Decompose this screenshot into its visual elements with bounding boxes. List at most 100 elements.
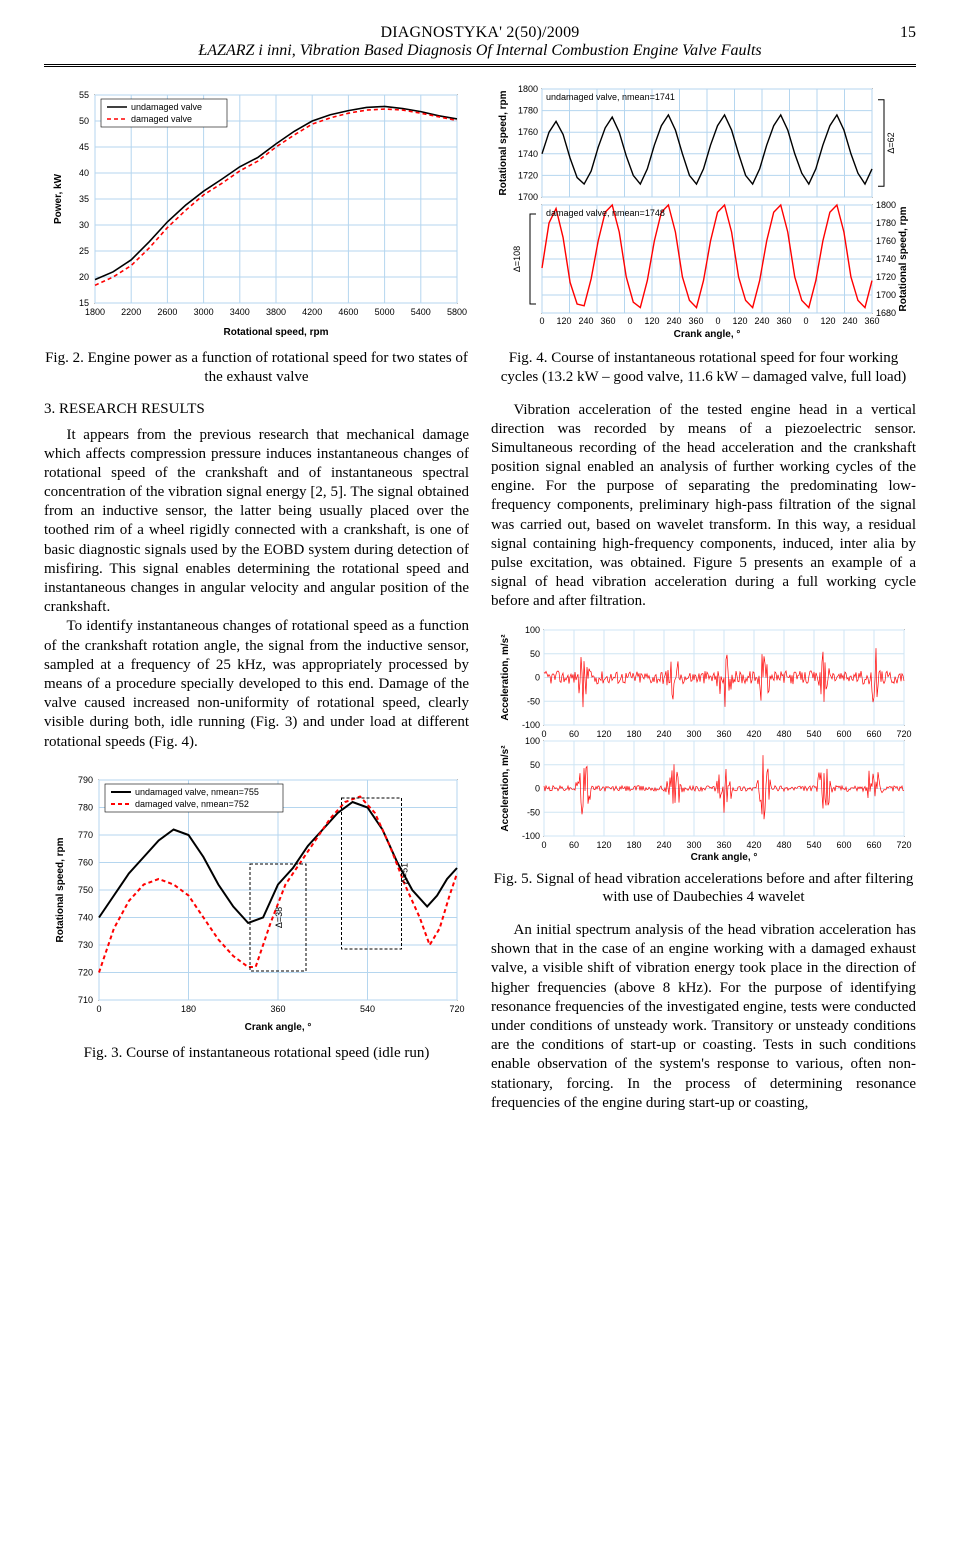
svg-text:730: 730 xyxy=(77,940,92,950)
svg-text:Acceleration, m/s²: Acceleration, m/s² xyxy=(500,633,511,720)
svg-text:780: 780 xyxy=(77,802,92,812)
svg-text:0: 0 xyxy=(96,1004,101,1014)
svg-text:0: 0 xyxy=(534,783,539,793)
svg-text:360: 360 xyxy=(716,840,731,850)
svg-text:60: 60 xyxy=(568,840,578,850)
svg-text:35: 35 xyxy=(78,194,88,204)
svg-text:1740: 1740 xyxy=(517,149,537,159)
svg-text:300: 300 xyxy=(686,840,701,850)
svg-text:240: 240 xyxy=(842,316,857,326)
svg-text:1780: 1780 xyxy=(876,218,896,228)
svg-text:720: 720 xyxy=(896,840,911,850)
svg-text:120: 120 xyxy=(820,316,835,326)
svg-text:720: 720 xyxy=(449,1004,464,1014)
svg-text:5800: 5800 xyxy=(446,307,466,317)
page-number: 15 xyxy=(900,24,916,42)
svg-text:660: 660 xyxy=(866,840,881,850)
svg-text:1760: 1760 xyxy=(876,236,896,246)
svg-text:1720: 1720 xyxy=(517,170,537,180)
svg-text:0: 0 xyxy=(715,316,720,326)
svg-text:1740: 1740 xyxy=(876,254,896,264)
svg-text:-50: -50 xyxy=(526,696,539,706)
paragraph-2: To identify instantaneous changes of rot… xyxy=(44,617,469,751)
svg-text:5400: 5400 xyxy=(410,307,430,317)
svg-text:Power, kW: Power, kW xyxy=(53,173,64,224)
svg-text:25: 25 xyxy=(78,246,88,256)
svg-text:240: 240 xyxy=(578,316,593,326)
svg-text:360: 360 xyxy=(716,729,731,739)
svg-text:360: 360 xyxy=(270,1004,285,1014)
figure-5: -100-50050100-100-5005010000606012012018… xyxy=(491,622,916,862)
svg-text:Crank angle, °: Crank angle, ° xyxy=(244,1022,311,1033)
fig3-caption: Fig. 3. Course of instantaneous rotation… xyxy=(44,1044,469,1063)
svg-text:360: 360 xyxy=(688,316,703,326)
svg-text:1720: 1720 xyxy=(876,272,896,282)
svg-text:Rotational speed, rpm: Rotational speed, rpm xyxy=(223,327,328,338)
svg-text:0: 0 xyxy=(539,316,544,326)
svg-text:480: 480 xyxy=(776,729,791,739)
svg-text:100: 100 xyxy=(524,736,539,746)
svg-text:55: 55 xyxy=(78,90,88,100)
svg-text:360: 360 xyxy=(776,316,791,326)
svg-text:240: 240 xyxy=(656,840,671,850)
right-column: 170017201740176017801800undamaged valve,… xyxy=(491,81,916,1113)
svg-text:undamaged valve: undamaged valve xyxy=(131,102,202,112)
svg-text:3800: 3800 xyxy=(265,307,285,317)
figure-3: 0180360540720710720730740750760770780790… xyxy=(44,766,469,1036)
svg-text:420: 420 xyxy=(746,729,761,739)
svg-text:720: 720 xyxy=(77,967,92,977)
svg-text:740: 740 xyxy=(77,912,92,922)
svg-text:Δ=108: Δ=108 xyxy=(512,246,522,272)
svg-text:660: 660 xyxy=(866,729,881,739)
paragraph-4: An initial spectrum analysis of the head… xyxy=(491,921,916,1113)
fig3-chart: 0180360540720710720730740750760770780790… xyxy=(47,766,467,1036)
svg-text:600: 600 xyxy=(836,840,851,850)
paper-title: ŁAZARZ i inni, Vibration Based Diagnosis… xyxy=(44,42,916,60)
svg-text:240: 240 xyxy=(656,729,671,739)
journal-title: DIAGNOSTYKA' 2(50)/2009 xyxy=(44,24,916,42)
svg-text:Δ=62: Δ=62 xyxy=(886,132,896,153)
svg-text:0: 0 xyxy=(627,316,632,326)
fig4-caption: Fig. 4. Course of instantaneous rotation… xyxy=(491,349,916,387)
svg-text:1800: 1800 xyxy=(876,200,896,210)
svg-text:Rotational speed, rpm: Rotational speed, rpm xyxy=(898,206,909,311)
svg-text:540: 540 xyxy=(806,840,821,850)
svg-text:300: 300 xyxy=(686,729,701,739)
svg-text:undamaged valve, nmean=755: undamaged valve, nmean=755 xyxy=(135,787,259,797)
svg-text:540: 540 xyxy=(806,729,821,739)
svg-text:45: 45 xyxy=(78,142,88,152)
svg-text:Δ=51: Δ=51 xyxy=(399,863,409,884)
svg-text:15: 15 xyxy=(78,298,88,308)
svg-text:undamaged valve, nmean=1741: undamaged valve, nmean=1741 xyxy=(546,92,675,102)
svg-text:30: 30 xyxy=(78,220,88,230)
svg-text:760: 760 xyxy=(77,857,92,867)
svg-text:40: 40 xyxy=(78,168,88,178)
svg-text:540: 540 xyxy=(359,1004,374,1014)
svg-text:0: 0 xyxy=(803,316,808,326)
svg-text:600: 600 xyxy=(836,729,851,739)
svg-text:1700: 1700 xyxy=(517,192,537,202)
svg-text:100: 100 xyxy=(524,625,539,635)
svg-text:1700: 1700 xyxy=(876,290,896,300)
left-column: 1800220026003000340038004200460050005400… xyxy=(44,81,469,1113)
svg-text:-100: -100 xyxy=(521,720,539,730)
svg-text:3000: 3000 xyxy=(193,307,213,317)
fig4-chart: 1700 1720 1740 1760 1780 1800 undamaged valve,… xyxy=(494,81,914,341)
svg-text:50: 50 xyxy=(529,648,539,658)
svg-text:360: 360 xyxy=(600,316,615,326)
svg-text:1780: 1780 xyxy=(517,106,537,116)
svg-text:4200: 4200 xyxy=(302,307,322,317)
svg-text:710: 710 xyxy=(77,995,92,1005)
svg-text:480: 480 xyxy=(776,840,791,850)
paragraph-3: Vibration acceleration of the tested eng… xyxy=(491,401,916,612)
svg-text:4600: 4600 xyxy=(338,307,358,317)
svg-text:120: 120 xyxy=(596,729,611,739)
svg-text:Crank angle, °: Crank angle, ° xyxy=(673,329,740,340)
svg-text:180: 180 xyxy=(626,840,641,850)
svg-text:2200: 2200 xyxy=(121,307,141,317)
svg-text:Acceleration, m/s²: Acceleration, m/s² xyxy=(500,744,511,831)
svg-text:0: 0 xyxy=(534,672,539,682)
svg-text:-50: -50 xyxy=(526,807,539,817)
fig2-caption: Fig. 2. Engine power as a function of ro… xyxy=(44,349,469,387)
svg-text:420: 420 xyxy=(746,840,761,850)
